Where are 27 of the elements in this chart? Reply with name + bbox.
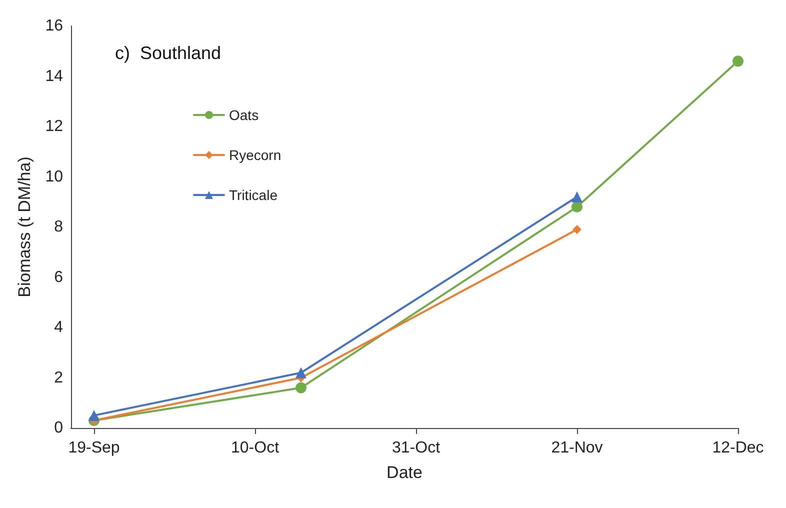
x-tick-label: 21-Nov <box>551 440 603 456</box>
point <box>296 367 306 378</box>
point <box>732 56 744 67</box>
y-tick-label: 14 <box>45 68 64 85</box>
legend-label: Ryecorn <box>229 147 282 163</box>
y-tick-label: 4 <box>54 319 64 336</box>
legend-label: Oats <box>229 107 259 123</box>
y-tick-label: 16 <box>45 18 64 34</box>
point <box>572 201 582 212</box>
y-tick-label: 2 <box>54 369 64 386</box>
y-tick-label: 12 <box>45 118 64 135</box>
legend-label: Triticale <box>229 187 278 203</box>
y-tick-label: 10 <box>45 168 64 186</box>
annotation: c) Southland <box>115 43 222 63</box>
point <box>572 191 582 202</box>
x-tick-label: 12-Dec <box>712 440 764 456</box>
x-axis-title: Date <box>386 463 422 482</box>
point <box>296 382 306 394</box>
point <box>88 410 100 421</box>
x-tick-label: 10-Oct <box>230 440 280 456</box>
x-tick-label: 19-Sep <box>68 440 120 456</box>
y-axis-title: Biomass (t DM/ha) <box>15 156 34 298</box>
point <box>572 225 582 234</box>
y-tick-label: 0 <box>54 420 64 436</box>
x-tick-label: 31-Oct <box>392 440 441 456</box>
y-tick-label: 8 <box>54 218 64 236</box>
y-tick-label: 6 <box>54 268 64 286</box>
